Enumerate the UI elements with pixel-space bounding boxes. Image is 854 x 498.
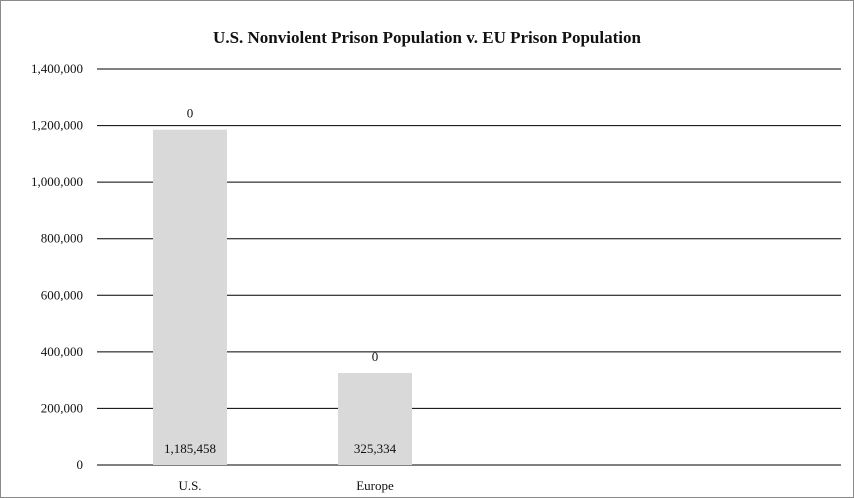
labels: 0 200,000 400,000 600,000 800,000 1,000,000 1,… <box>31 61 397 493</box>
y-tick-label: 400,000 <box>41 344 83 359</box>
chart-title: U.S. Nonviolent Prison Population v. EU … <box>213 28 641 47</box>
bars <box>153 129 412 465</box>
y-tick-label: 1,000,000 <box>31 174 83 189</box>
y-tick-label: 200,000 <box>41 400 83 415</box>
bar-value-label: 325,334 <box>354 441 397 456</box>
x-category-label: Europe <box>356 478 394 493</box>
y-tick-label: 1,200,000 <box>31 118 83 133</box>
y-tick-label: 600,000 <box>41 287 83 302</box>
bar-top-label: 0 <box>372 349 379 364</box>
bar-europe <box>338 372 412 465</box>
x-category-label: U.S. <box>178 478 201 493</box>
bar-top-label: 0 <box>187 106 194 121</box>
bar-value-label: 1,185,458 <box>164 441 216 456</box>
y-tick-label: 1,400,000 <box>31 61 83 76</box>
y-tick-label: 0 <box>77 457 84 472</box>
y-tick-label: 800,000 <box>41 231 83 246</box>
bar-u-s <box>153 129 227 465</box>
